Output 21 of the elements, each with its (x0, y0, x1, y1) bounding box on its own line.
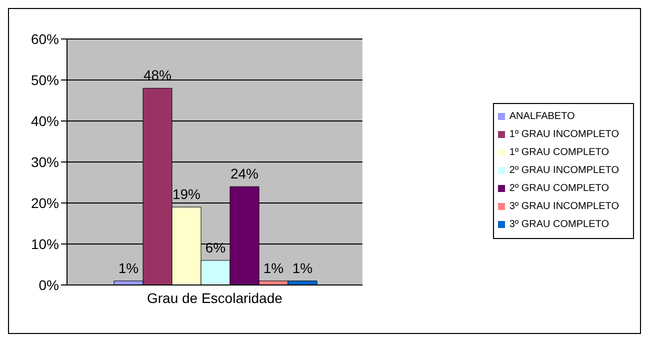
x-tick-label: Grau de Escolaridade (146, 290, 283, 306)
y-tick-label: 40% (30, 112, 59, 129)
data-label: 24% (230, 166, 259, 182)
y-tick-label: 0% (38, 276, 59, 293)
legend-label: 3º GRAU INCOMPLETO (509, 201, 619, 212)
data-label: 19% (172, 186, 201, 202)
legend-label: 1º GRAU COMPLETO (509, 147, 609, 158)
legend-label: ANALFABETO (509, 111, 575, 122)
y-tick-label: 20% (30, 194, 59, 211)
data-label: 1% (118, 260, 139, 276)
y-tick-label: 30% (30, 154, 59, 170)
y-tick-label: 10% (30, 236, 59, 252)
legend-label: 2º GRAU INCOMPLETO (509, 165, 619, 176)
legend-label: 3º GRAU COMPLETO (509, 219, 609, 230)
data-label: 48% (143, 67, 172, 84)
y-tick-label: 50% (30, 72, 59, 88)
data-label: 1% (292, 260, 313, 276)
data-label: 1% (263, 260, 284, 276)
legend-label: 2º GRAU COMPLETO (509, 183, 609, 194)
y-tick-label: 60% (30, 30, 59, 47)
legend-label: 1º GRAU INCOMPLETO (509, 129, 619, 140)
